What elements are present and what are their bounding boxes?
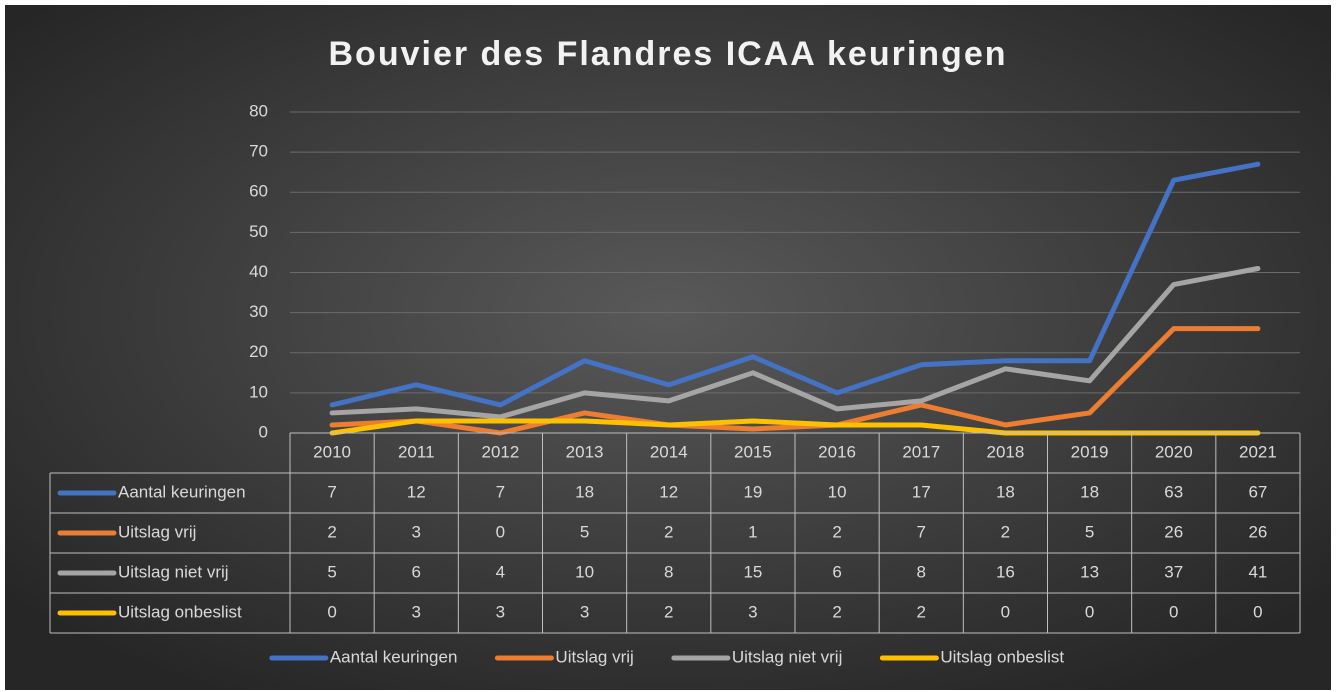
table-cell: 12	[659, 482, 678, 501]
x-tick-label: 2016	[818, 442, 856, 461]
table-cell: 10	[575, 562, 594, 581]
table-cell: 5	[327, 562, 336, 581]
table-cell: 2	[1001, 522, 1010, 541]
table-cell: 37	[1164, 562, 1183, 581]
x-tick-label: 2020	[1155, 442, 1193, 461]
x-tick-label: 2021	[1239, 442, 1277, 461]
table-cell: 18	[575, 482, 594, 501]
table-cell: 16	[996, 562, 1015, 581]
x-tick-label: 2015	[734, 442, 772, 461]
table-cell: 2	[832, 522, 841, 541]
table-cell: 4	[496, 562, 505, 581]
y-tick-label: 10	[249, 382, 268, 401]
table-cell: 67	[1248, 482, 1267, 501]
y-tick-label: 80	[249, 101, 268, 120]
x-tick-label: 2017	[902, 442, 940, 461]
y-tick-label: 0	[259, 422, 268, 441]
table-cell: 7	[327, 482, 336, 501]
table-cell: 5	[580, 522, 589, 541]
table-cell: 17	[912, 482, 931, 501]
table-cell: 10	[828, 482, 847, 501]
table-cell: 19	[743, 482, 762, 501]
x-tick-label: 2014	[650, 442, 688, 461]
table-row-label: Aantal keuringen	[118, 482, 246, 501]
table-cell: 3	[580, 602, 589, 621]
table-cell: 18	[1080, 482, 1099, 501]
table-cell: 41	[1248, 562, 1267, 581]
x-tick-label: 2011	[398, 442, 435, 461]
table-cell: 0	[1253, 602, 1262, 621]
legend-label: Aantal keuringen	[330, 647, 458, 666]
table-cell: 15	[743, 562, 762, 581]
table-cell: 0	[1085, 602, 1094, 621]
chart-title: Bouvier des Flandres ICAA keuringen	[329, 35, 1008, 73]
table-cell: 5	[1085, 522, 1094, 541]
y-tick-label: 40	[249, 262, 268, 281]
table-cell: 2	[664, 522, 673, 541]
table-cell: 26	[1164, 522, 1183, 541]
series-line	[329, 265, 1261, 420]
table-cell: 3	[748, 602, 757, 621]
y-tick-label: 60	[249, 182, 268, 201]
x-tick-label: 2013	[566, 442, 604, 461]
table-cell: 18	[996, 482, 1015, 501]
series-line	[329, 161, 1261, 408]
table-cell: 7	[917, 522, 926, 541]
chart-background	[5, 5, 1331, 690]
series-line	[329, 326, 1261, 436]
table-cell: 3	[496, 602, 505, 621]
table-cell: 1	[748, 522, 757, 541]
table-cell: 7	[496, 482, 505, 501]
legend-label: Uitslag vrij	[555, 647, 633, 666]
table-row-label: Uitslag vrij	[118, 522, 196, 541]
legend-label: Uitslag niet vrij	[732, 647, 843, 666]
y-tick-label: 20	[249, 342, 268, 361]
table-cell: 2	[327, 522, 336, 541]
table-cell: 3	[412, 602, 421, 621]
x-tick-label: 2018	[987, 442, 1025, 461]
y-tick-label: 70	[249, 142, 268, 161]
table-cell: 63	[1164, 482, 1183, 501]
table-row-label: Uitslag onbeslist	[118, 602, 242, 621]
table-cell: 2	[832, 602, 841, 621]
y-tick-label: 30	[249, 302, 268, 321]
legend-label: Uitslag onbeslist	[940, 647, 1064, 666]
x-tick-label: 2019	[1071, 442, 1109, 461]
table-cell: 12	[407, 482, 426, 501]
table-cell: 8	[917, 562, 926, 581]
table-row-label: Uitslag niet vrij	[118, 562, 229, 581]
table-cell: 2	[917, 602, 926, 621]
table-cell: 0	[1001, 602, 1010, 621]
table-cell: 3	[412, 522, 421, 541]
y-tick-label: 50	[249, 222, 268, 241]
table-cell: 8	[664, 562, 673, 581]
table-cell: 2	[664, 602, 673, 621]
table-cell: 26	[1248, 522, 1267, 541]
x-tick-label: 2010	[313, 442, 351, 461]
table-cell: 6	[412, 562, 421, 581]
table-cell: 13	[1080, 562, 1099, 581]
x-tick-label: 2012	[482, 442, 520, 461]
table-cell: 0	[327, 602, 336, 621]
table-cell: 0	[1169, 602, 1178, 621]
table-cell: 0	[496, 522, 505, 541]
table-cell: 6	[832, 562, 841, 581]
